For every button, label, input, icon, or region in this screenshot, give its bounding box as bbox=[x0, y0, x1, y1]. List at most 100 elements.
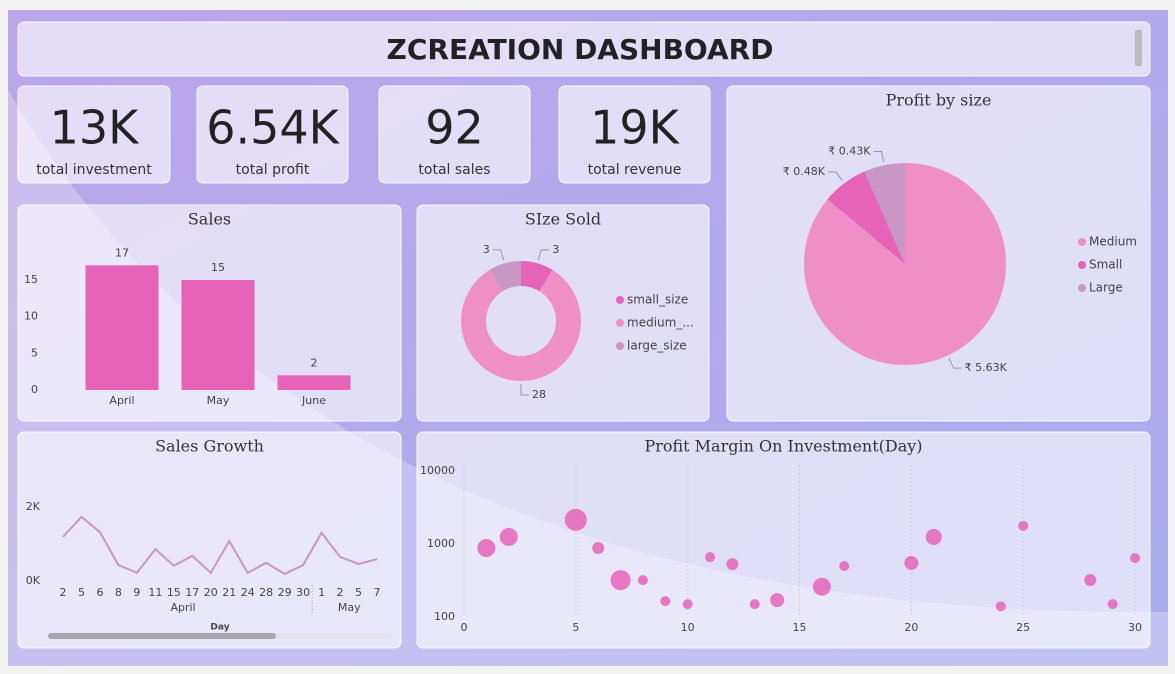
kpi-value: 19K bbox=[590, 101, 681, 155]
x-tick-label: 2 bbox=[60, 586, 67, 599]
pie-slice bbox=[827, 171, 905, 264]
data-label: 3 bbox=[483, 243, 490, 256]
leader-line bbox=[873, 150, 885, 163]
x-tick-label: 7 bbox=[374, 586, 381, 599]
bubble bbox=[904, 555, 919, 570]
x-tick-label: 10 bbox=[681, 621, 695, 634]
bubble bbox=[839, 560, 850, 571]
legend-label: Small bbox=[1089, 258, 1122, 272]
kpi-label: total profit bbox=[236, 162, 310, 178]
legend-label: small_size bbox=[627, 293, 688, 307]
x-tick-label: 8 bbox=[115, 586, 122, 599]
legend-label: medium_... bbox=[627, 316, 694, 330]
y-tick-label: 5 bbox=[31, 346, 38, 359]
data-label: 3 bbox=[552, 243, 559, 256]
x-tick-label: 1 bbox=[318, 586, 325, 599]
x-tick-label: 30 bbox=[296, 586, 310, 599]
scrollbar bbox=[1135, 30, 1142, 66]
bar bbox=[181, 280, 255, 390]
x-tick-label: 0 bbox=[461, 621, 468, 634]
kpi-card bbox=[378, 85, 531, 184]
bubble bbox=[1107, 599, 1118, 610]
x-group-label: April bbox=[170, 601, 195, 614]
legend-marker bbox=[1078, 261, 1086, 269]
line bbox=[62, 515, 378, 576]
y-tick-label: 1000 bbox=[427, 537, 455, 550]
x-tick-label: 2 bbox=[337, 586, 344, 599]
x-tick-label: 5 bbox=[78, 586, 85, 599]
pie-slice bbox=[864, 163, 905, 264]
leader-line bbox=[827, 171, 843, 182]
chart-title: Profit Margin On Investment(Day) bbox=[644, 437, 922, 456]
donut-slice bbox=[521, 261, 553, 292]
x-tick-label: 30 bbox=[1128, 621, 1142, 634]
x-tick-label: 29 bbox=[278, 586, 292, 599]
y-tick-label: 0K bbox=[26, 574, 41, 587]
kpi-label: total sales bbox=[418, 162, 490, 178]
dashboard-title: ZCREATION DASHBOARD bbox=[387, 33, 774, 66]
y-tick-label: 2K bbox=[26, 500, 41, 513]
x-tick-label: 5 bbox=[355, 586, 362, 599]
x-tick-label: 15 bbox=[167, 586, 181, 599]
x-tick-label: 21 bbox=[222, 586, 236, 599]
chart-title: Profit by size bbox=[886, 91, 992, 110]
x-tick-label: May bbox=[207, 394, 230, 407]
data-label: ₹ 0.48K bbox=[783, 165, 826, 178]
y-tick-label: 10 bbox=[24, 310, 38, 323]
chart-panel bbox=[17, 431, 402, 649]
chart-title: Sales Growth bbox=[155, 437, 264, 456]
x-tick-label: 20 bbox=[904, 621, 918, 634]
x-tick-label: 11 bbox=[148, 586, 162, 599]
bubble bbox=[637, 575, 648, 586]
bubble bbox=[477, 539, 496, 558]
leader-line bbox=[520, 384, 529, 396]
x-tick-label: June bbox=[301, 394, 326, 407]
chart-title: SIze Sold bbox=[525, 210, 601, 229]
bar bbox=[277, 375, 351, 390]
bubble bbox=[925, 528, 942, 545]
leader-line bbox=[492, 249, 505, 261]
x-axis-title: Day bbox=[210, 623, 229, 633]
bubble bbox=[592, 542, 605, 555]
donut-slice bbox=[461, 269, 582, 381]
bubble bbox=[812, 577, 831, 596]
legend-label: Medium bbox=[1089, 235, 1137, 249]
chart-title: Sales bbox=[188, 210, 231, 229]
kpi-value: 92 bbox=[425, 101, 484, 155]
y-tick-label: 100 bbox=[434, 610, 455, 623]
kpi-value: 6.54K bbox=[206, 101, 340, 155]
bubble bbox=[1130, 553, 1140, 564]
bar bbox=[85, 265, 159, 390]
x-tick-label: 28 bbox=[259, 586, 273, 599]
bubble bbox=[749, 599, 760, 610]
x-tick-label: April bbox=[109, 394, 134, 407]
bubble bbox=[610, 570, 631, 591]
data-label: ₹ 5.63K bbox=[965, 361, 1008, 374]
data-label: ₹ 0.43K bbox=[828, 144, 871, 157]
donut-slice bbox=[489, 261, 521, 292]
kpi-label: total revenue bbox=[588, 162, 682, 178]
x-group-label: May bbox=[338, 601, 361, 614]
y-tick-label: 15 bbox=[24, 273, 38, 286]
data-label: 2 bbox=[311, 356, 318, 369]
kpi-card bbox=[558, 85, 711, 184]
kpi-card bbox=[17, 85, 171, 184]
data-label: 17 bbox=[115, 246, 129, 259]
legend-marker bbox=[616, 296, 624, 304]
scroll-thumb bbox=[48, 633, 276, 639]
legend-marker bbox=[616, 319, 624, 327]
bubble bbox=[499, 527, 518, 546]
legend-marker bbox=[1078, 284, 1086, 292]
bubble bbox=[564, 508, 587, 531]
bubble bbox=[1084, 574, 1097, 587]
x-tick-label: 25 bbox=[1016, 621, 1030, 634]
bubble bbox=[726, 558, 739, 571]
data-label: 15 bbox=[211, 261, 225, 274]
leader-line bbox=[537, 249, 550, 261]
y-tick-label: 0 bbox=[31, 383, 38, 396]
title-panel bbox=[17, 21, 1151, 77]
x-tick-label: 24 bbox=[241, 586, 255, 599]
x-tick-label: 15 bbox=[793, 621, 807, 634]
kpi-value: 13K bbox=[50, 101, 141, 155]
